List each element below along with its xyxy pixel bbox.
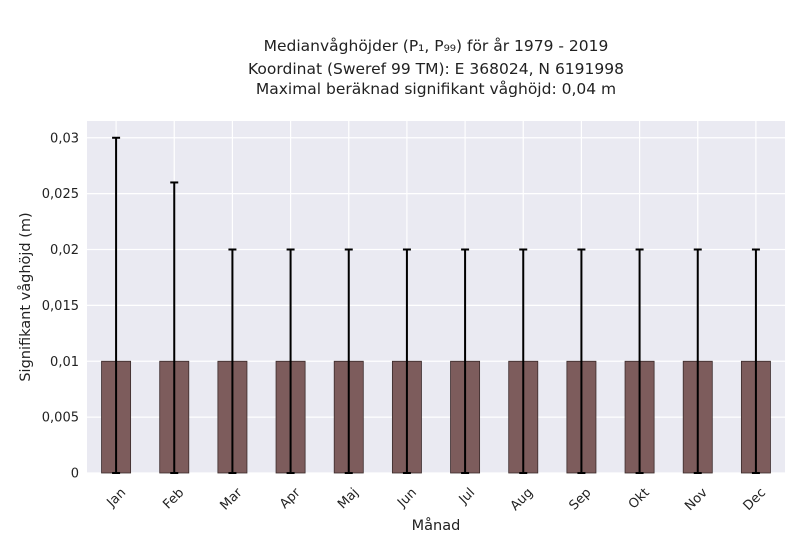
error-bars-layer — [112, 136, 760, 474]
plot-area — [87, 121, 785, 473]
x-axis-label: Månad — [412, 517, 461, 534]
error-bar-okt — [635, 248, 644, 474]
x-tick-label: Dec — [741, 485, 769, 513]
error-bar-dec — [751, 248, 760, 474]
chart-title-line-1: Medianvåghöjder (P₁, P₉₉) för år 1979 - … — [264, 37, 609, 55]
error-bar-jun — [402, 248, 411, 474]
y-tick-label: 0 — [71, 467, 79, 482]
x-tick-labels: Jan Feb Mar Apr Maj Jun Jul Aug Sep Okt Nov Dec — [104, 485, 769, 514]
y-tick-labels: 0 0,005 0,01 0,015 0,02 0,025 0,03 — [42, 131, 79, 481]
x-tick-label: Sep — [567, 485, 595, 513]
y-axis-label: Signifikant våghöjd (m) — [17, 212, 34, 381]
y-tick-label: 0,03 — [50, 131, 79, 146]
x-tick-label: Mar — [218, 485, 246, 513]
x-tick-label: Nov — [682, 485, 711, 514]
error-bar-jan — [112, 136, 121, 474]
x-tick-label: Jan — [104, 485, 129, 510]
error-bar-jul — [461, 248, 470, 474]
y-tick-label: 0,015 — [42, 299, 79, 314]
y-tick-label: 0,005 — [42, 411, 79, 426]
y-tick-label: 0,025 — [42, 187, 79, 202]
error-bar-nov — [693, 248, 702, 474]
x-tick-label: Jul — [456, 485, 478, 507]
x-tick-label: Okt — [626, 485, 653, 512]
x-tick-label: Feb — [160, 485, 187, 512]
x-tick-label: Jun — [394, 485, 420, 511]
chart-title-line-2: Koordinat (Sweref 99 TM): E 368024, N 61… — [248, 60, 624, 78]
x-tick-label: Apr — [277, 485, 304, 512]
error-bar-aug — [519, 248, 528, 474]
error-bar-maj — [344, 248, 353, 474]
error-bar-mar — [228, 248, 237, 474]
chart-title-line-3: Maximal beräknad signifikant våghöjd: 0,… — [256, 80, 616, 98]
error-bar-sep — [577, 248, 586, 474]
x-tick-label: Maj — [335, 485, 362, 512]
error-bar-apr — [286, 248, 295, 474]
y-tick-label: 0,02 — [50, 243, 79, 258]
error-bar-feb — [170, 181, 179, 474]
x-tick-label: Aug — [508, 485, 537, 514]
y-tick-label: 0,01 — [50, 355, 79, 370]
